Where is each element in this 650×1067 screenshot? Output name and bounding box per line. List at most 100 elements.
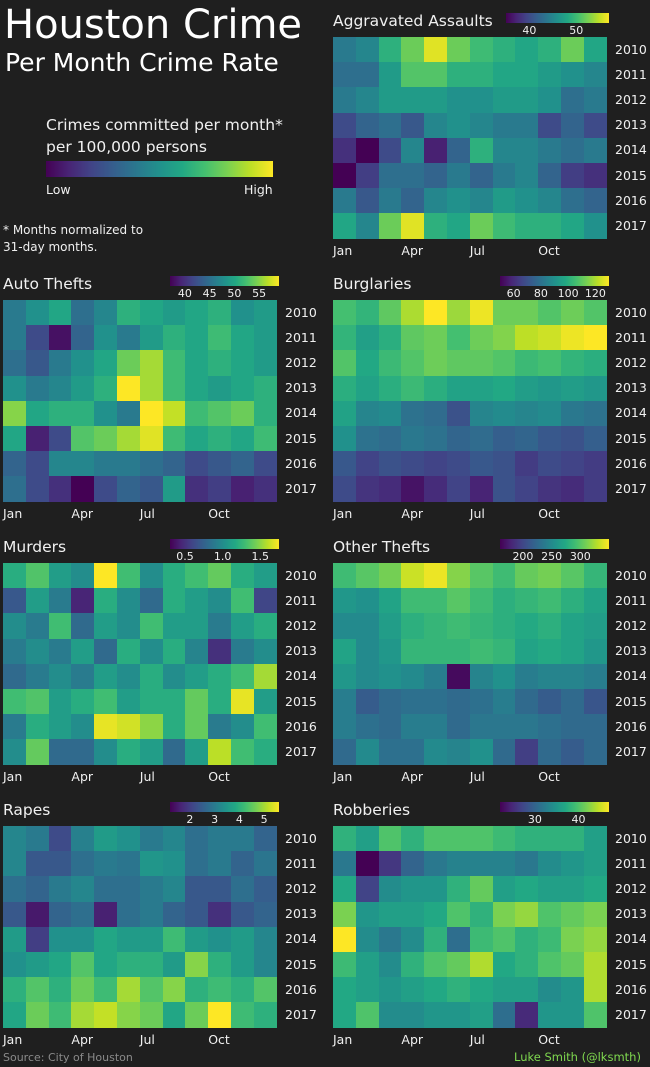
heatmap-cell xyxy=(469,112,494,139)
heatmap-cell xyxy=(401,663,425,690)
heatmap-cell xyxy=(333,876,357,903)
heatmap-cell xyxy=(162,476,186,503)
heatmap-cell xyxy=(401,876,425,903)
heatmap-cell xyxy=(333,714,357,740)
heatmap-cell xyxy=(583,350,608,377)
heatmap-cell xyxy=(117,375,141,402)
heatmap-cell xyxy=(71,300,95,326)
heatmap-cell xyxy=(424,325,448,351)
year-label: 2012 xyxy=(285,355,317,370)
heatmap-cell xyxy=(355,638,380,665)
heatmap-cell xyxy=(253,926,278,953)
heatmap-cell xyxy=(538,188,562,214)
heatmap-cell xyxy=(401,37,425,63)
heatmap-cell xyxy=(401,163,425,189)
heatmap-cell xyxy=(71,689,95,715)
heatmap-cell xyxy=(492,87,516,114)
heatmap-cell xyxy=(378,112,402,139)
year-label: 2014 xyxy=(615,142,647,158)
heatmap-cell xyxy=(447,400,471,427)
month-label: Oct xyxy=(208,1032,230,1047)
heatmap-cell xyxy=(185,876,209,903)
year-label: 2017 xyxy=(285,481,317,496)
year-label: 2012 xyxy=(285,881,317,896)
heatmap-cell xyxy=(538,451,562,477)
heatmap-cell xyxy=(3,375,27,402)
heatmap-cell xyxy=(94,901,118,928)
heatmap-cell xyxy=(401,112,425,139)
heatmap-cell xyxy=(492,137,516,164)
heatmap-cell xyxy=(492,826,516,852)
heatmap-cell xyxy=(447,926,471,953)
colorbar xyxy=(500,539,609,549)
heatmap-cell xyxy=(117,977,141,1003)
heatmap-cell xyxy=(401,977,425,1003)
heatmap-cell xyxy=(378,325,402,351)
heatmap-cell xyxy=(401,714,425,740)
heatmap-cell xyxy=(117,1002,141,1029)
heatmap-cell xyxy=(117,451,141,477)
heatmap-cell xyxy=(355,476,380,503)
heatmap-cell xyxy=(25,851,50,877)
heatmap-cell xyxy=(561,163,585,189)
heatmap-cell xyxy=(117,563,141,589)
heatmap-cell xyxy=(469,350,494,377)
heatmap-cell xyxy=(71,426,95,452)
year-label: 2015 xyxy=(615,693,647,709)
heatmap-cell xyxy=(208,663,232,690)
heatmap-cell xyxy=(3,689,27,715)
heatmap-cell xyxy=(583,213,608,240)
heatmap-cell xyxy=(492,451,516,477)
heatmap-cell xyxy=(492,325,516,351)
heatmap-cell xyxy=(208,1002,232,1029)
heatmap-cell xyxy=(355,350,380,377)
heatmap-cell xyxy=(447,851,471,877)
heatmap-cell xyxy=(561,375,585,402)
heatmap-cell xyxy=(231,375,255,402)
heatmap-cell xyxy=(583,476,608,503)
heatmap-cell xyxy=(162,952,186,978)
heatmap-cell xyxy=(583,137,608,164)
heatmap-cell xyxy=(208,826,232,852)
heatmap-cell xyxy=(561,137,585,164)
heatmap-cell xyxy=(561,663,585,690)
heatmap-cell xyxy=(333,476,357,503)
year-label: 2017 xyxy=(615,744,647,759)
heatmap-cell xyxy=(333,325,357,351)
heatmap-cell xyxy=(538,375,562,402)
heatmap-cell xyxy=(162,426,186,452)
heatmap-cell xyxy=(231,714,255,740)
heatmap-cell xyxy=(117,689,141,715)
heatmap-cell xyxy=(25,375,50,402)
heatmap-cell xyxy=(117,638,141,665)
heatmap-cell xyxy=(561,87,585,114)
colorbar xyxy=(170,539,279,549)
panel-title: Robberies xyxy=(333,801,411,819)
heatmap-cell xyxy=(378,451,402,477)
year-label: 2015 xyxy=(615,167,647,183)
heatmap-cell xyxy=(208,638,232,665)
heatmap-cell xyxy=(139,851,164,877)
heatmap-cell xyxy=(162,638,186,665)
year-label: 2014 xyxy=(285,405,317,421)
heatmap-cell xyxy=(25,952,50,978)
heatmap-cell xyxy=(48,350,72,377)
heatmap-cell xyxy=(231,400,255,427)
colorbar xyxy=(170,276,279,286)
heatmap-cell xyxy=(48,739,72,766)
heatmap-grid xyxy=(333,826,608,1029)
heatmap-cell xyxy=(3,588,27,614)
heatmap-cell xyxy=(208,350,232,377)
heatmap-cell xyxy=(583,188,608,214)
heatmap-cell xyxy=(401,563,425,589)
colorbar-tick-label: 3 xyxy=(211,813,219,826)
heatmap-cell xyxy=(561,926,585,953)
heatmap-cell xyxy=(538,714,562,740)
month-label: Jul xyxy=(469,506,485,521)
heatmap-cell xyxy=(48,826,72,852)
heatmap-cell xyxy=(515,689,539,715)
heatmap-cell xyxy=(208,563,232,589)
heatmap-cell xyxy=(71,714,95,740)
heatmap-cell xyxy=(447,426,471,452)
heatmap-cell xyxy=(139,325,164,351)
